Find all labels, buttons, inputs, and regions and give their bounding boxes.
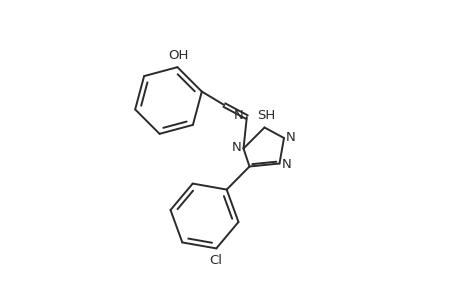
Text: Cl: Cl — [209, 254, 222, 267]
Text: OH: OH — [168, 49, 189, 62]
Text: SH: SH — [256, 109, 274, 122]
Text: N: N — [233, 109, 243, 122]
Text: N: N — [285, 131, 295, 144]
Text: N: N — [231, 141, 241, 154]
Text: N: N — [281, 158, 291, 171]
